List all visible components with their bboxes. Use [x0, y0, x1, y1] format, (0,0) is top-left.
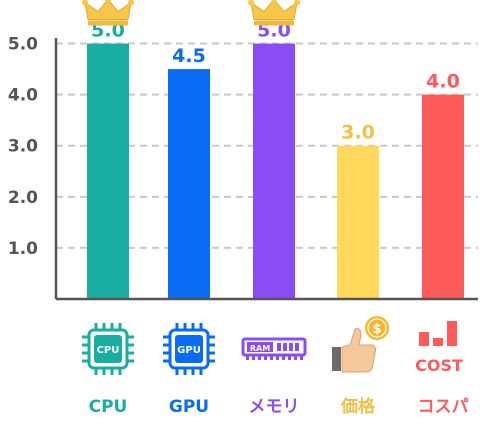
cpu-chip-icon: CPU	[82, 323, 134, 375]
bar	[337, 145, 379, 299]
svg-text:CPU: CPU	[97, 345, 120, 356]
category-icons: CPU GPU RAM $ COST	[82, 316, 463, 375]
bars	[87, 43, 464, 300]
bar	[168, 69, 210, 299]
svg-text:RAM: RAM	[250, 344, 270, 353]
x-tick-label: GPU	[169, 397, 209, 417]
bar	[87, 43, 129, 299]
data-label: 4.5	[172, 45, 206, 67]
crown-icon	[248, 0, 300, 26]
svg-text:GPU: GPU	[177, 345, 201, 356]
value-labels: 5.04.55.03.04.0	[82, 0, 461, 145]
y-tick-label: 4.0	[8, 86, 38, 106]
bar	[253, 43, 295, 299]
bar	[422, 94, 464, 300]
y-tick-label: 2.0	[8, 188, 38, 208]
svg-text:COST: COST	[415, 356, 463, 375]
y-tick-label: 1.0	[8, 239, 38, 259]
x-tick-label: CPU	[89, 397, 128, 417]
x-tick-label: 価格	[340, 396, 376, 417]
y-axis-ticks: 1.0 2.0 3.0 4.0 5.0	[8, 35, 38, 259]
category-labels: CPU GPU メモリ 価格 コスパ	[89, 396, 469, 417]
axes	[54, 38, 478, 301]
data-label: 4.0	[426, 71, 460, 93]
x-tick-label: メモリ	[249, 397, 300, 417]
crown-icon	[82, 0, 134, 26]
gpu-chip-icon: GPU	[163, 323, 215, 375]
x-tick-label: コスパ	[418, 397, 469, 417]
svg-text:$: $	[372, 322, 381, 337]
thumbs-up-coin-icon: $	[332, 316, 389, 373]
y-tick-label: 3.0	[8, 137, 38, 157]
data-label: 3.0	[341, 122, 375, 144]
ram-module-icon: RAM	[241, 337, 307, 360]
y-tick-label: 5.0	[8, 35, 38, 55]
cost-bars-icon: COST	[415, 321, 463, 375]
